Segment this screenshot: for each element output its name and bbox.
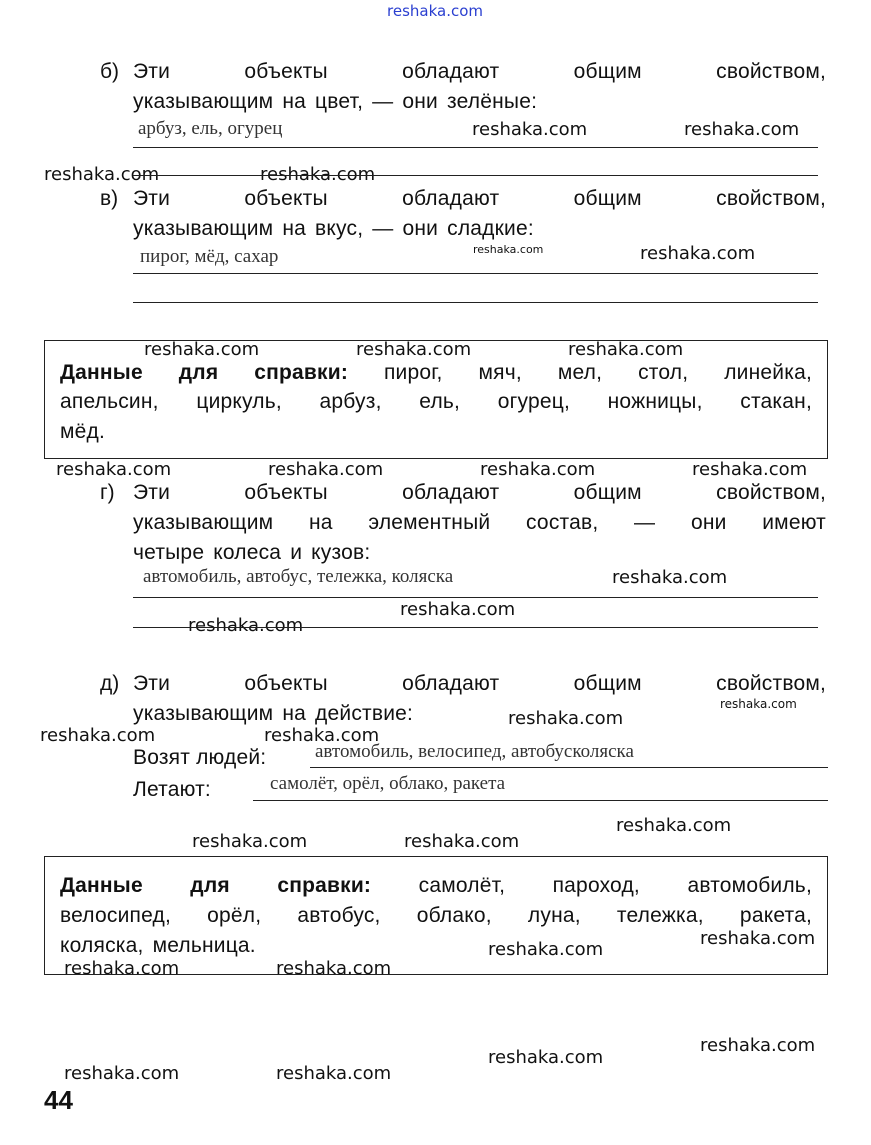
item-b-line1: Эти объекты обладают общим свойством, [133,60,826,83]
item-g-line1: Эти объекты обладают общим свойством, [133,481,826,504]
carry-answer: автомобиль, велосипед, автобусколяска [315,741,634,762]
watermark: reshaka.com [692,459,808,480]
watermark: reshaka.com [64,1063,180,1084]
answer-line [133,273,818,274]
reference-1-line2: апельсин, циркуль, арбуз, ель, огурец, н… [60,390,812,413]
item-label-g: г) [100,481,115,504]
watermark: reshaka.com [640,243,756,264]
watermark: reshaka.com [568,339,684,360]
watermark: reshaka.com [40,725,156,746]
answer-line [133,302,818,303]
watermark: reshaka.com [700,928,816,949]
answer-b: арбуз, ель, огурец [138,118,283,139]
watermark: reshaka.com [684,119,800,140]
answer-line [133,597,818,598]
reference-2-line1: Данные для справки: самолёт, пароход, ав… [60,874,812,898]
watermark: reshaka.com [144,339,260,360]
item-label-v: в) [100,187,119,210]
answer-line [133,175,818,176]
watermark: reshaka.com [260,164,376,185]
reference-box-1 [44,340,828,459]
watermark: reshaka.com [720,697,797,711]
watermark: reshaka.com [56,459,172,480]
answer-line [133,627,818,628]
watermark: reshaka.com [188,615,304,636]
reference-2-line3: коляска, мельница. [60,934,256,957]
item-b-line2: указывающим на цвет, — они зелёные: [133,90,538,113]
reference-1-title: Данные для справки: [60,361,349,384]
fly-label: Летают: [133,778,211,801]
item-g-line3: четыре колеса и кузов: [133,541,371,564]
watermark: reshaka.com [700,1035,816,1056]
item-d-line1: Эти объекты обладают общим свойством, [133,672,826,695]
item-g-line2: указывающим на элементный состав, — они … [133,511,826,534]
answer-line [133,147,818,148]
fly-answer: самолёт, орёл, облако, ракета [270,773,506,794]
reference-2-text: самолёт, пароход, автомобиль, [418,874,812,897]
watermark: reshaka.com [616,815,732,836]
reference-1-text: пирог, мяч, мел, стол, линейка, [383,361,812,384]
watermark: reshaka.com [404,831,520,852]
reference-box-2 [44,856,828,975]
item-v-line2: указывающим на вкус, — они сладкие: [133,217,534,240]
reference-2-line2: велосипед, орёл, автобус, облако, луна, … [60,904,812,927]
item-label-b: б) [100,60,120,83]
watermark: reshaka.com [612,567,728,588]
watermark: reshaka.com [276,958,392,979]
watermark: reshaka.com [473,243,544,256]
answer-v: пирог, мёд, сахар [140,246,279,267]
reference-1-line1: Данные для справки: пирог, мяч, мел, сто… [60,361,812,385]
watermark: reshaka.com [44,164,160,185]
watermark: reshaka.com [488,939,604,960]
watermark: reshaka.com [264,725,380,746]
watermark: reshaka.com [192,831,308,852]
watermark: reshaka.com [276,1063,392,1084]
watermark: reshaka.com [472,119,588,140]
watermark: reshaka.com [508,708,624,729]
page-number: 44 [44,1085,73,1115]
item-v-line1: Эти объекты обладают общим свойством, [133,187,826,210]
watermark: reshaka.com [400,599,516,620]
answer-line [310,767,828,768]
watermark: reshaka.com [356,339,472,360]
answer-line [253,800,828,801]
watermark: reshaka.com [64,958,180,979]
watermark: reshaka.com [488,1047,604,1068]
item-d-line2: указывающим на действие: [133,702,414,725]
item-label-d: д) [100,672,120,695]
reference-2-title: Данные для справки: [60,874,372,897]
answer-g: автомобиль, автобус, тележка, коляска [143,566,454,587]
watermark: reshaka.com [480,459,596,480]
reference-1-line3: мёд. [60,420,106,443]
watermark-top: reshaka.com [387,2,483,20]
watermark: reshaka.com [268,459,384,480]
carry-label: Возят людей: [133,746,267,769]
